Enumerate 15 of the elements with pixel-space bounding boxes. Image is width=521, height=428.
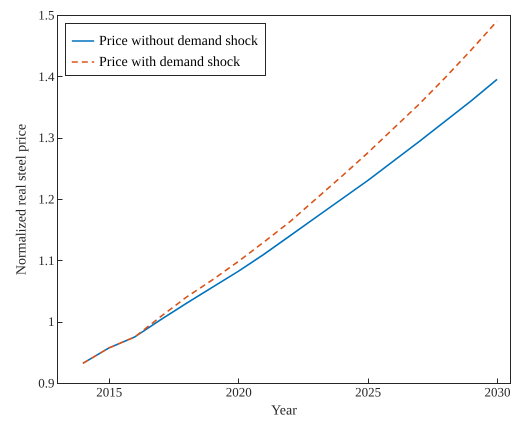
x-tick-label: 2025 [355,384,382,400]
y-tick-label: 1.4 [38,68,55,84]
y-tick-label: 1.5 [38,8,54,22]
x-tick-label: 2030 [484,384,511,400]
x-axis-title: Year [271,404,298,418]
legend-label: Price without demand shock [99,34,258,49]
y-tick-label: 0.9 [38,376,54,390]
y-axis-title: Normalized real steel price [14,124,30,276]
x-tick-label: 2015 [96,384,122,400]
y-tick-label: 1.1 [38,252,54,268]
y-tick-label: 1 [48,314,54,330]
y-tick-label: 1.3 [38,130,54,146]
y-tick-label: 1.2 [38,192,54,206]
legend-label: Price with demand shock [99,55,240,70]
x-tick-label: 2020 [226,384,252,400]
